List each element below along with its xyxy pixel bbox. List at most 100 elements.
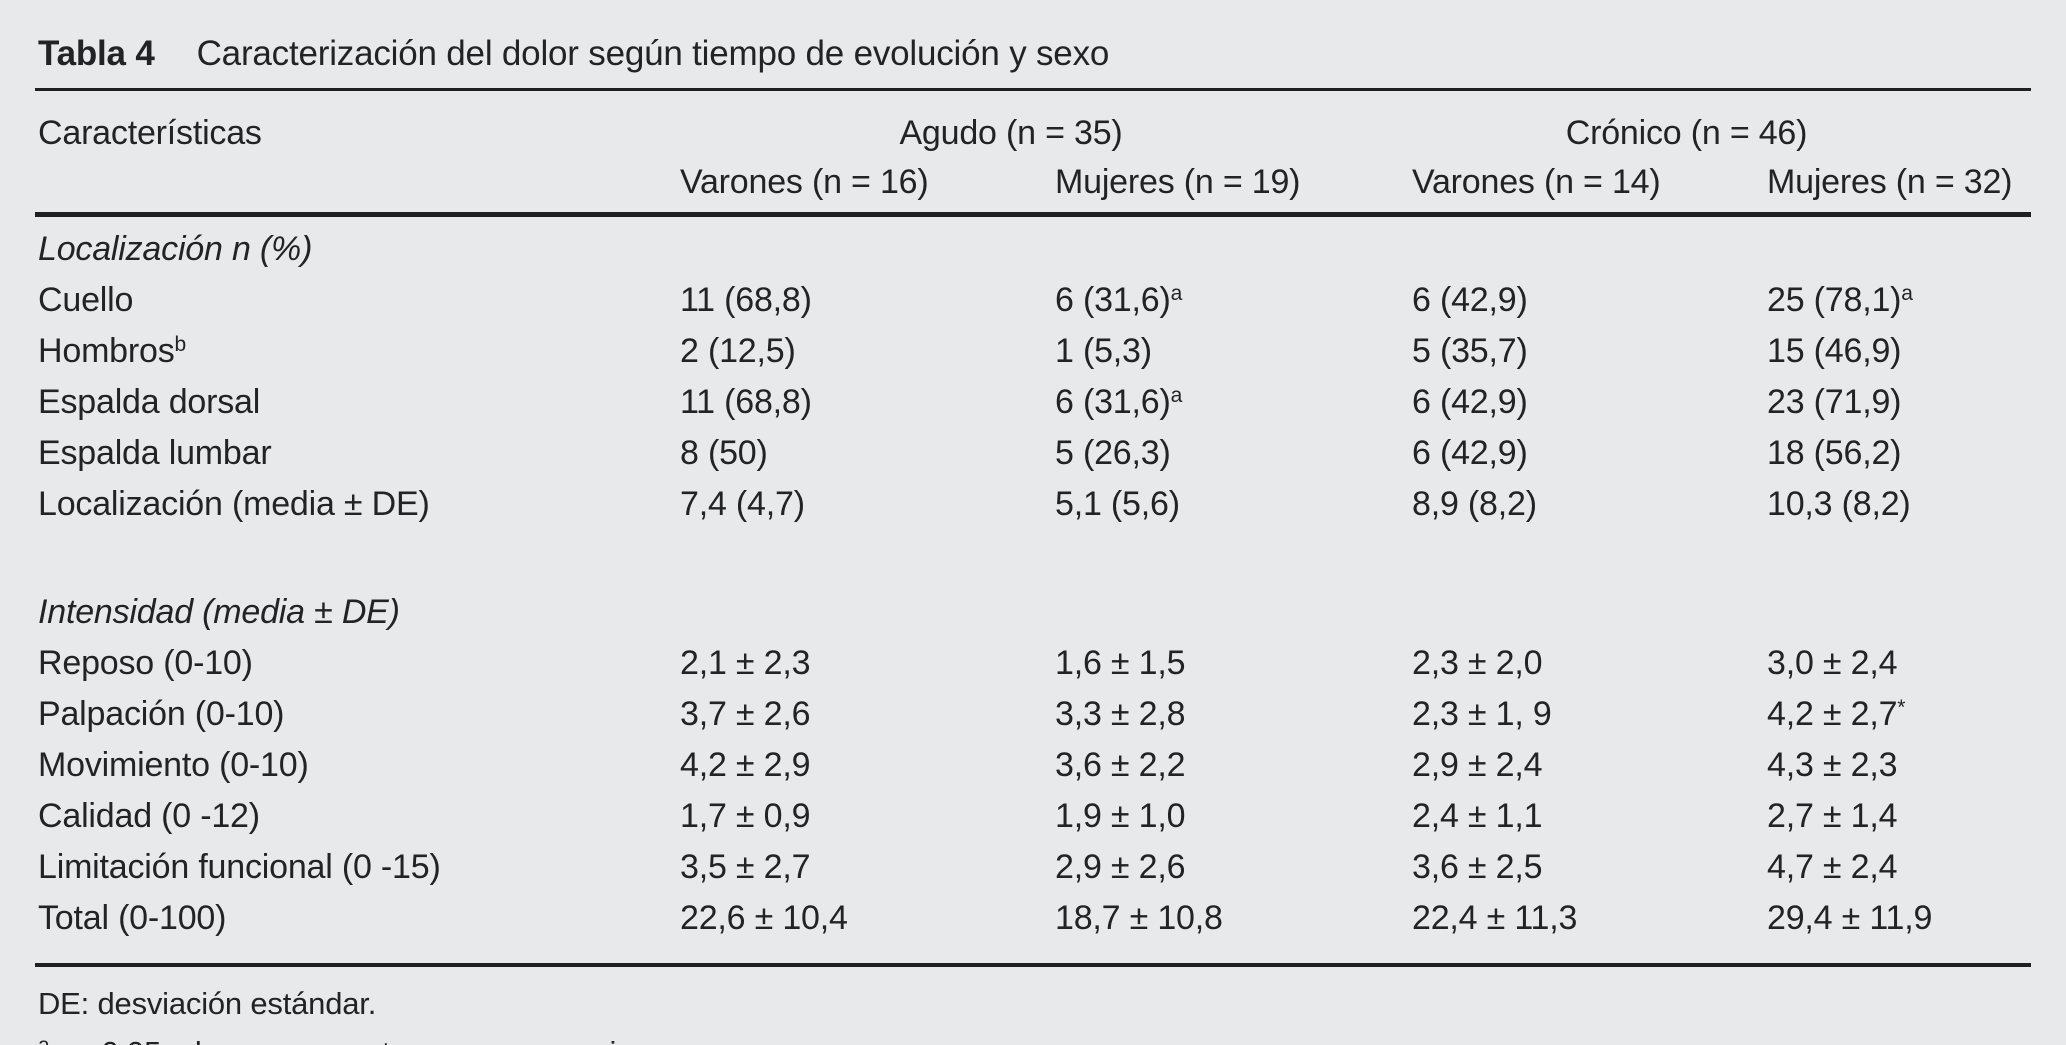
value-cell: 2 (12,5) xyxy=(680,332,796,370)
row-label: Calidad (0 -12) xyxy=(38,797,260,835)
row-label-cell: Palpación (0-10) xyxy=(35,688,680,739)
column-group-cronico: Crónico (n = 46) xyxy=(1565,114,1808,152)
value-cell: 7,4 (4,7) xyxy=(680,485,805,523)
section-spacer-row xyxy=(35,529,2031,580)
row-label: Localización (media ± DE) xyxy=(38,485,430,523)
row-label: Espalda dorsal xyxy=(38,383,261,421)
table-row: Espalda lumbar 8 (50) 5 (26,3) 6 (42,9) … xyxy=(35,427,2031,478)
value-cell: 22,6 ± 10,4 xyxy=(680,892,1055,967)
header-group-row: Características Agudo (n = 35) Crónico (… xyxy=(35,91,2031,155)
value-cell: 5,1 (5,6) xyxy=(1055,485,1180,523)
value-cell: 4,2 ± 2,9 xyxy=(680,746,811,784)
value-superscript: a xyxy=(1170,384,1183,407)
table-row: Calidad (0 -12) 1,7 ± 0,9 1,9 ± 1,0 2,4 … xyxy=(35,790,2031,841)
value-cell: 11 (68,8) xyxy=(680,383,812,421)
spacer-cell xyxy=(35,529,2031,580)
row-label: Hombros xyxy=(38,332,175,370)
row-label: Movimiento (0-10) xyxy=(38,746,309,784)
footnote-de: DE: desviación estándar. xyxy=(38,986,377,1021)
value-cell: 15 (46,9) xyxy=(1767,332,1902,370)
table-row: Limitación funcional (0 -15) 3,5 ± 2,7 2… xyxy=(35,841,2031,892)
column-header-characteristics: Características xyxy=(38,114,262,152)
value-cell: 2,1 ± 2,3 xyxy=(680,644,811,682)
table-body: Localización n (%) Cuello 11 (68,8) 6 (3… xyxy=(35,215,2031,967)
value-cell: 6 (31,6)a xyxy=(1055,281,1183,319)
value-cell: 1,7 ± 0,9 xyxy=(680,797,811,835)
column-header-varones-cronico: Varones (n = 14) xyxy=(1412,155,1767,217)
header-sub-row: Varones (n = 16) Mujeres (n = 19) Varone… xyxy=(35,155,2031,217)
table-header: Características Agudo (n = 35) Crónico (… xyxy=(35,91,2031,217)
value-cell: 1,6 ± 1,5 xyxy=(1055,644,1186,682)
value-cell: 25 (78,1)a xyxy=(1767,281,1913,319)
top-rule xyxy=(35,88,2031,91)
table-row: Hombrosb 2 (12,5) 1 (5,3) 5 (35,7) 15 (4… xyxy=(35,325,2031,376)
row-label-cell: Total (0-100) xyxy=(35,892,680,967)
row-label-cell: Cuello xyxy=(35,274,680,325)
footnote-superscript: a xyxy=(38,1034,50,1045)
value-cell: 2,7 ± 1,4 xyxy=(1767,797,1898,835)
section-heading-row: Intensidad (media ± DE) xyxy=(35,580,2031,637)
row-label: Total (0-100) xyxy=(38,899,227,937)
table-inner: Tabla 4 Caracterización del dolor según … xyxy=(35,0,2031,1045)
value-cell: 2,9 ± 2,4 xyxy=(1412,746,1543,784)
value-cell: 6 (42,9) xyxy=(1412,434,1528,472)
footnote-a: ap < 0,05, al comparar entre varones y m… xyxy=(38,1030,2031,1045)
value-cell: 2,9 ± 2,6 xyxy=(1055,848,1186,886)
footnotes: DE: desviación estándar. ap < 0,05, al c… xyxy=(35,967,2031,1045)
row-label-cell: Espalda lumbar xyxy=(35,427,680,478)
row-label-cell: Reposo (0-10) xyxy=(35,637,680,688)
value-cell: 4,2 ± 2,7* xyxy=(1767,695,1906,733)
data-table: Características Agudo (n = 35) Crónico (… xyxy=(35,91,2031,967)
value-cell: 3,5 ± 2,7 xyxy=(680,848,811,886)
row-label-superscript: b xyxy=(174,333,187,356)
table-caption: Caracterización del dolor según tiempo d… xyxy=(196,34,1110,73)
table-row: Localización (media ± DE) 7,4 (4,7) 5,1 … xyxy=(35,478,2031,529)
value-cell: 8 (50) xyxy=(680,434,768,472)
table-row: Cuello 11 (68,8) 6 (31,6)a 6 (42,9) 25 (… xyxy=(35,274,2031,325)
value-cell: 22,4 ± 11,3 xyxy=(1412,892,1767,967)
row-label: Cuello xyxy=(38,281,134,319)
row-label-cell: Localización (media ± DE) xyxy=(35,478,680,529)
value-superscript: a xyxy=(1901,282,1913,305)
value-cell: 2,3 ± 1, 9 xyxy=(1412,695,1552,733)
column-header-varones-agudo: Varones (n = 16) xyxy=(680,155,1055,217)
value-cell: 5 (26,3) xyxy=(1055,434,1171,472)
column-header-mujeres-agudo: Mujeres (n = 19) xyxy=(1055,155,1412,217)
value-cell: 2,4 ± 1,1 xyxy=(1412,797,1543,835)
value-cell: 4,7 ± 2,4 xyxy=(1767,848,1898,886)
value-cell: 8,9 (8,2) xyxy=(1412,485,1537,523)
value-cell: 18 (56,2) xyxy=(1767,434,1902,472)
value-cell: 5 (35,7) xyxy=(1412,332,1528,370)
section-heading-intensidad: Intensidad (media ± DE) xyxy=(38,593,400,631)
value-cell: 6 (42,9) xyxy=(1412,383,1528,421)
table-title: Tabla 4 Caracterización del dolor según … xyxy=(35,0,2031,88)
value-cell: 11 (68,8) xyxy=(680,281,812,319)
value-cell: 29,4 ± 11,9 xyxy=(1767,892,2031,967)
value-superscript: a xyxy=(1170,282,1183,305)
section-heading-localizacion: Localización n (%) xyxy=(38,230,313,268)
value-cell: 3,0 ± 2,4 xyxy=(1767,644,1898,682)
value-cell: 3,7 ± 2,6 xyxy=(680,695,811,733)
value-cell: 18,7 ± 10,8 xyxy=(1055,892,1412,967)
value-cell: 6 (31,6)a xyxy=(1055,383,1183,421)
row-label: Limitación funcional (0 -15) xyxy=(38,848,441,886)
column-header-mujeres-cronico: Mujeres (n = 32) xyxy=(1767,155,2031,217)
value-cell: 10,3 (8,2) xyxy=(1767,485,1911,523)
value-cell: 1 (5,3) xyxy=(1055,332,1152,370)
header-empty-cell xyxy=(35,155,680,217)
value-cell: 6 (42,9) xyxy=(1412,281,1528,319)
table-row: Palpación (0-10) 3,7 ± 2,6 3,3 ± 2,8 2,3… xyxy=(35,688,2031,739)
row-label: Palpación (0-10) xyxy=(38,695,285,733)
table-row: Movimiento (0-10) 4,2 ± 2,9 3,6 ± 2,2 2,… xyxy=(35,739,2031,790)
row-label: Reposo (0-10) xyxy=(38,644,253,682)
row-label-cell: Limitación funcional (0 -15) xyxy=(35,841,680,892)
row-label-cell: Espalda dorsal xyxy=(35,376,680,427)
value-cell: 4,3 ± 2,3 xyxy=(1767,746,1898,784)
value-cell: 3,3 ± 2,8 xyxy=(1055,695,1186,733)
table-row: Total (0-100) 22,6 ± 10,4 18,7 ± 10,8 22… xyxy=(35,892,2031,967)
value-cell: 3,6 ± 2,2 xyxy=(1055,746,1186,784)
section-heading-row: Localización n (%) xyxy=(35,215,2031,275)
row-label-cell: Movimiento (0-10) xyxy=(35,739,680,790)
column-group-agudo: Agudo (n = 35) xyxy=(899,114,1123,152)
